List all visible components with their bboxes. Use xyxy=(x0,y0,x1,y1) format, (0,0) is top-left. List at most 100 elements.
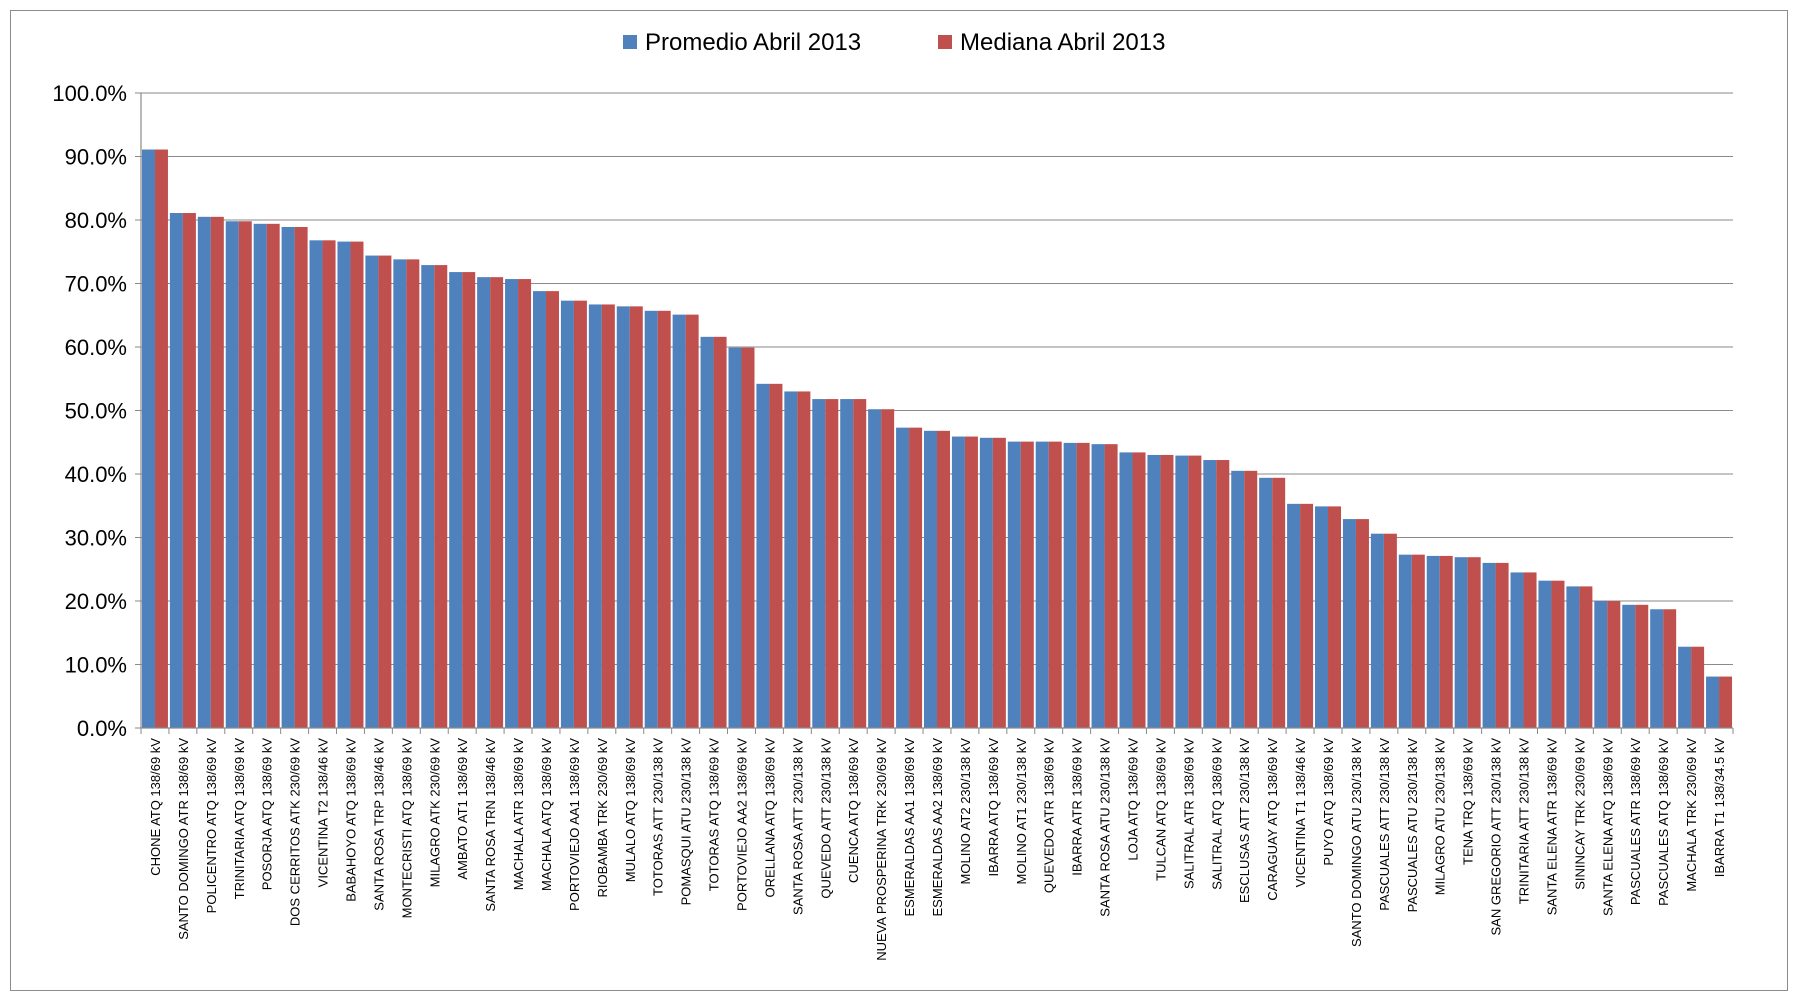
x-tick-label: SALITRAL ATR 138/69 kV xyxy=(1181,738,1196,889)
bar-promedio xyxy=(169,213,183,728)
bar-promedio xyxy=(532,291,546,728)
x-tick-label: PASCUALES ATQ 138/69 kV xyxy=(1656,738,1671,906)
bar-promedio xyxy=(1482,562,1496,728)
bar-mediana xyxy=(434,265,448,728)
bar-mediana xyxy=(1216,460,1230,728)
x-tick-label: PORTOVIEJO AA1 138/69 kV xyxy=(567,738,582,911)
x-tick-label: IBARRA T1 138/34.5 kV xyxy=(1712,738,1727,878)
bar-promedio xyxy=(421,265,435,728)
bar-mediana xyxy=(1244,470,1258,728)
bar-promedio xyxy=(1203,460,1217,728)
bar-mediana xyxy=(1663,609,1677,728)
x-tick-label: QUEVEDO ATR 138/69 kV xyxy=(1042,738,1057,893)
bar-promedio xyxy=(1259,477,1273,728)
bar-mediana xyxy=(350,241,364,728)
bar-promedio xyxy=(812,399,826,728)
bar-promedio xyxy=(1147,454,1161,728)
bar-promedio xyxy=(253,223,267,728)
x-tick-label: SANTA ROSA TRP 138/46 kV xyxy=(371,738,386,911)
x-tick-label: IBARRA ATR 138/69 kV xyxy=(1070,738,1085,876)
bar-promedio xyxy=(477,277,491,728)
x-tick-label: VICENTINA T1 138/46 kV xyxy=(1293,738,1308,888)
bar-mediana xyxy=(573,300,587,728)
bar-mediana xyxy=(406,259,420,728)
bar-mediana xyxy=(1495,562,1509,728)
bar-promedio xyxy=(141,149,155,728)
legend-label-mediana: Mediana Abril 2013 xyxy=(960,29,1165,56)
x-tick-label: CARAGUAY ATQ 138/69 kV xyxy=(1265,738,1280,901)
bar-promedio xyxy=(1426,555,1440,728)
x-tick-label: TRINITARIA ATQ 138/69 kV xyxy=(232,738,247,900)
x-tick-label: TRINITARIA ATT 230/138 kV xyxy=(1517,738,1532,905)
x-tick-label: IBARRA ATQ 138/69 kV xyxy=(986,738,1001,877)
bar-mediana xyxy=(1551,580,1565,728)
x-tick-label: MULALO ATQ 138/69 kV xyxy=(623,738,638,883)
bar-mediana xyxy=(154,149,168,728)
x-tick-label: CUENCA ATQ 138/69 kV xyxy=(846,738,861,883)
bar-promedio xyxy=(1538,580,1552,728)
x-tick-label: VICENTINA T2 138/46 kV xyxy=(316,738,331,888)
bar-mediana xyxy=(1691,646,1705,728)
bar-mediana xyxy=(1104,444,1118,728)
bar-mediana xyxy=(1076,442,1090,728)
x-tick-label: SANTA ELENA ATR 138/69 kV xyxy=(1544,738,1559,916)
y-tick-label: 60.0% xyxy=(65,335,127,360)
x-tick-label: PASCUALES ATT 230/138 kV xyxy=(1377,738,1392,911)
bar-promedio xyxy=(644,310,658,728)
bar-promedio xyxy=(225,221,239,728)
x-tick-label: PUYO ATQ 138/69 kV xyxy=(1321,738,1336,866)
bar-mediana xyxy=(1383,533,1397,728)
bar-mediana xyxy=(238,221,252,728)
bar-promedio xyxy=(560,300,574,728)
bar-promedio xyxy=(1175,455,1189,728)
bar-promedio xyxy=(728,347,742,728)
legend-swatch-promedio xyxy=(623,35,637,49)
bar-mediana xyxy=(1272,477,1286,728)
x-tick-label: ESMERALDAS AA1 138/69 kV xyxy=(902,738,917,917)
bar-promedio xyxy=(1706,676,1720,728)
bar-mediana xyxy=(294,226,308,729)
bar-promedio xyxy=(505,279,519,728)
bar-mediana xyxy=(1188,455,1202,728)
y-tick-label: 90.0% xyxy=(65,145,127,170)
bar-mediana xyxy=(964,436,978,728)
x-tick-label: SANTO DOMINGO ATU 230/138 kV xyxy=(1349,738,1364,947)
x-tick-label: PASCUALES ATR 138/69 kV xyxy=(1628,738,1643,905)
x-tick-label: SALITRAL ATQ 138/69 kV xyxy=(1209,738,1224,890)
x-tick-label: ESCLUSAS ATT 230/138 kV xyxy=(1237,738,1252,903)
bar-mediana xyxy=(210,216,224,728)
bar-mediana xyxy=(1635,604,1649,728)
bar-mediana xyxy=(1132,452,1146,728)
bar-mediana xyxy=(825,399,839,728)
bar-mediana xyxy=(545,291,559,728)
bar-mediana xyxy=(741,347,755,728)
x-axis-tick-labels: CHONE ATQ 138/69 kV SANTO DOMINGO ATR 138… xyxy=(148,738,1727,961)
bar-mediana xyxy=(1467,557,1481,728)
bar-promedio xyxy=(840,399,854,728)
bar-mediana xyxy=(1355,519,1369,728)
y-axis-tick-labels: 0.0% 10.0% 20.0% 30.0% 40.0% 50.0% 60.0% 70.0% 8… xyxy=(52,81,127,741)
bar-promedio xyxy=(449,272,463,728)
legend: Promedio Abril 2013 Mediana Abril 2013 xyxy=(623,29,1165,56)
x-tick-label: SANTA ROSA ATT 230/138 kV xyxy=(790,738,805,915)
bar-mediana xyxy=(1328,506,1342,728)
bar-promedio xyxy=(868,409,882,728)
legend-swatch-mediana xyxy=(938,35,952,49)
bar-mediana xyxy=(937,430,950,728)
bar-promedio xyxy=(197,216,211,728)
x-tick-label: TENA TRQ 138/69 kV xyxy=(1461,738,1476,865)
x-tick-label: ESMERALDAS AA2 138/69 kV xyxy=(930,738,945,917)
bar-mediana xyxy=(266,223,280,728)
bar-promedio xyxy=(1119,452,1133,728)
bar-mediana xyxy=(1719,676,1733,728)
x-tick-label: MOLINO AT2 230/138 kV xyxy=(958,738,973,885)
bar-mediana xyxy=(797,391,811,728)
legend-label-promedio: Promedio Abril 2013 xyxy=(645,29,861,56)
x-tick-label: SANTA ROSA TRN 138/46 kV xyxy=(483,738,498,912)
bar-promedio xyxy=(1510,572,1524,728)
bar-promedio xyxy=(1231,470,1245,728)
axes xyxy=(140,93,1734,734)
bar-promedio xyxy=(672,314,686,728)
bar-promedio xyxy=(951,436,965,728)
